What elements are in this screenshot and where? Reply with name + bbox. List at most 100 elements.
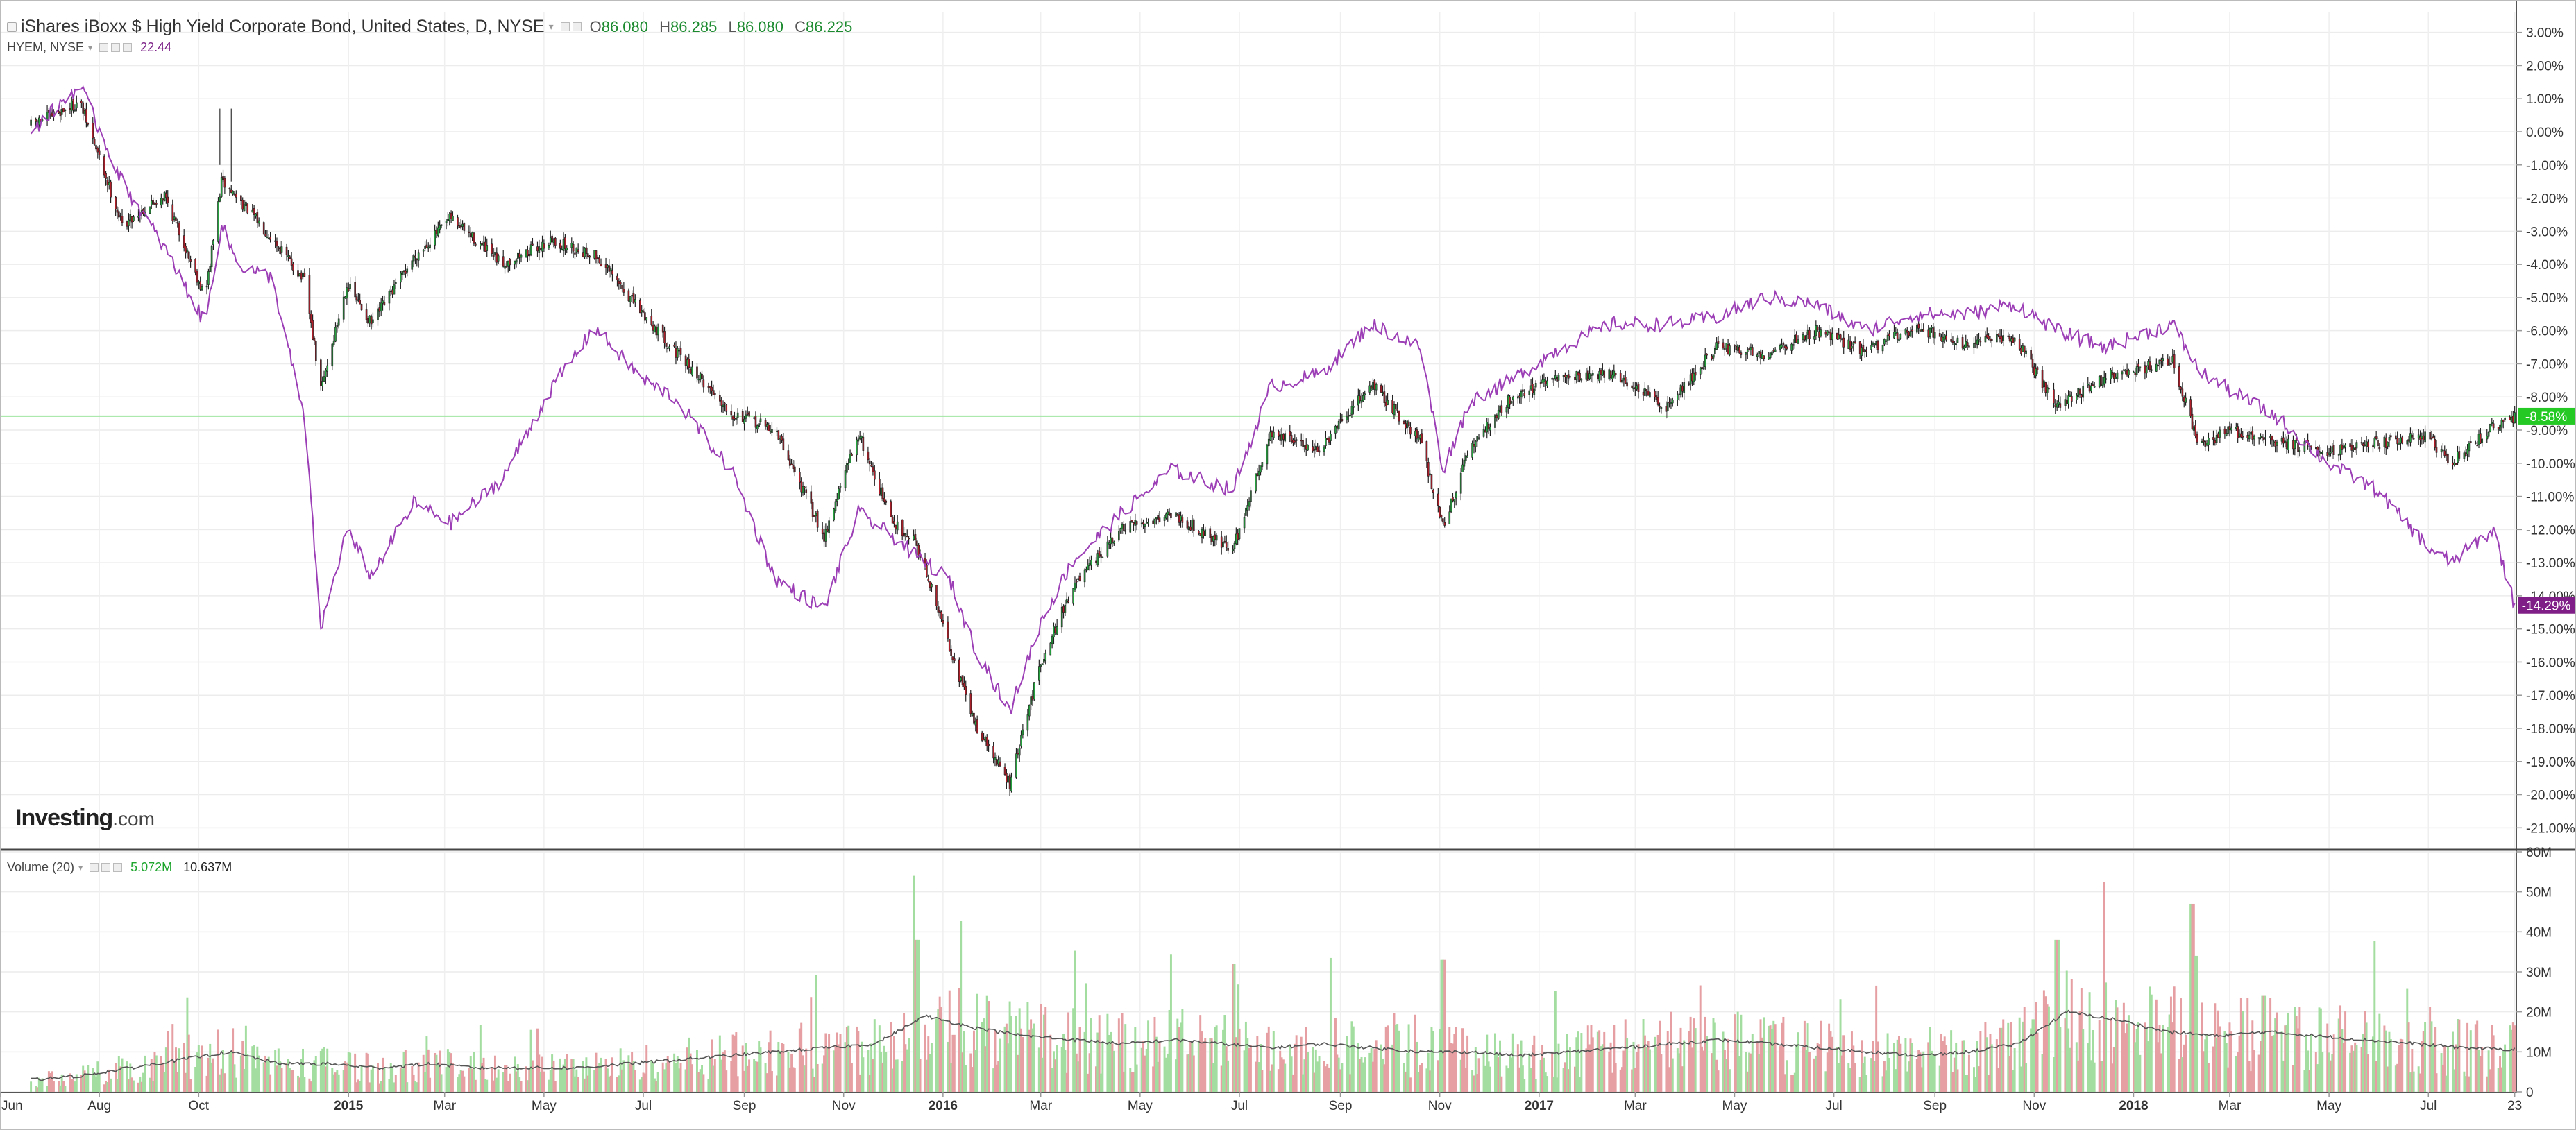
candle-body	[482, 242, 485, 246]
candle-body	[1820, 329, 1822, 337]
volume-bar	[1984, 1022, 1987, 1092]
volume-bar	[1575, 1037, 1578, 1092]
volume-bar	[709, 1058, 711, 1092]
candle-body	[1749, 347, 1752, 350]
volume-bar	[1072, 1008, 1075, 1092]
volume-bar	[1144, 1055, 1146, 1092]
candle-body	[1677, 395, 1679, 400]
candle-body	[1557, 375, 1560, 381]
volume-bar	[1277, 1069, 1280, 1092]
volume-bar	[103, 1084, 105, 1092]
candle-body	[1530, 385, 1532, 390]
chevron-down-icon[interactable]: ▾	[78, 862, 83, 873]
candle-body	[58, 110, 60, 114]
settings-icon[interactable]	[101, 863, 111, 872]
candlesticks	[30, 94, 2516, 796]
candle-body	[2445, 454, 2448, 456]
candle-body	[2048, 388, 2050, 390]
candle-body	[1223, 541, 1226, 543]
settings-icon[interactable]	[111, 43, 121, 52]
candle-body	[1922, 329, 1925, 332]
volume-bar	[52, 1081, 55, 1092]
volume-bar	[1564, 1062, 1566, 1092]
candle-body	[965, 686, 967, 695]
settings-icon[interactable]	[572, 22, 582, 31]
eye-icon[interactable]	[560, 22, 570, 31]
volume-bar	[1037, 1047, 1040, 1092]
eye-icon[interactable]	[99, 43, 109, 52]
volume-bar	[1169, 954, 1172, 1092]
volume-bar	[2192, 903, 2195, 1092]
volume-bar	[896, 1059, 899, 1092]
chevron-down-icon[interactable]: ▾	[548, 21, 554, 32]
candle-body	[787, 450, 790, 460]
candle-body	[1318, 450, 1321, 453]
candle-body	[1090, 560, 1092, 565]
volume-bar	[1870, 1058, 1873, 1092]
collapse-icon[interactable]	[7, 22, 17, 32]
volume-bar	[824, 1033, 827, 1092]
volume-bar	[1132, 1072, 1135, 1092]
volume-bar	[1380, 1044, 1382, 1092]
candle-body	[1180, 515, 1182, 521]
volume-bar	[529, 1029, 532, 1092]
volume-bar	[1768, 1025, 1770, 1092]
candle-body	[1199, 533, 1202, 536]
volume-bar	[1539, 1059, 1542, 1092]
candle-body	[1858, 341, 1861, 354]
volume-bar	[448, 1052, 451, 1092]
volume-bar	[2181, 1057, 2184, 1092]
candle-body	[609, 268, 612, 272]
candle-body	[331, 343, 334, 367]
volume-bar	[2191, 903, 2194, 1092]
volume-bar	[2384, 1030, 2387, 1092]
volume-bar	[873, 1019, 876, 1092]
candle-body	[1554, 375, 1557, 379]
volume-bar	[1546, 1076, 1549, 1092]
high-label: H	[659, 17, 671, 35]
y-tick-label: -1.00%	[2526, 159, 2568, 173]
volume-bar	[2430, 1021, 2433, 1092]
volume-bar	[1260, 1044, 1262, 1092]
volume-bar	[2474, 1024, 2477, 1092]
candle-body	[1816, 326, 1819, 331]
volume-bar	[793, 1068, 796, 1092]
volume-bar	[1202, 1041, 1205, 1092]
candle-body	[730, 411, 733, 416]
price-axis[interactable]: 3.00%2.00%1.00%0.00%-1.00%-2.00%-3.00%-4…	[2516, 26, 2575, 837]
volume-bar	[1022, 1036, 1024, 1092]
volume-bar	[1892, 1043, 1895, 1092]
eye-icon[interactable]	[90, 863, 99, 872]
volume-bar	[2511, 1022, 2514, 1092]
volume-bar	[1712, 1018, 1715, 1092]
volume-bar	[116, 1079, 119, 1092]
volume-bar	[1898, 1036, 1900, 1092]
volume-bar	[153, 1052, 156, 1092]
volume-bar	[803, 1065, 806, 1092]
candle-body	[1839, 334, 1842, 339]
volume-bar	[1699, 985, 1702, 1092]
candle-body	[2103, 377, 2105, 385]
volume-bar	[1463, 1052, 1466, 1092]
chevron-down-icon[interactable]: ▾	[88, 42, 93, 53]
volume-bar	[2251, 1020, 2254, 1092]
close-icon[interactable]	[113, 863, 123, 872]
candle-body	[2115, 377, 2117, 379]
volume-bar	[266, 1061, 269, 1092]
candle-body	[1681, 386, 1684, 392]
volume-bar	[1212, 1063, 1214, 1092]
volume-bar	[1722, 1031, 1725, 1092]
volume-bar	[1261, 1070, 1264, 1092]
candle-body	[1543, 379, 1545, 382]
candle-body	[233, 193, 236, 195]
candle-body	[1339, 419, 1341, 421]
volume-bar	[2500, 1067, 2503, 1092]
candle-body	[1305, 445, 1307, 450]
close-icon[interactable]	[123, 43, 133, 52]
time-axis[interactable]: Jun Aug Oct 2015 Mar May Jul Sep Nov 2016 Mar May Ju…	[0, 1092, 2522, 1113]
volume-bar	[2355, 1045, 2358, 1092]
candle-body	[804, 486, 806, 489]
candle-body	[2171, 355, 2174, 363]
